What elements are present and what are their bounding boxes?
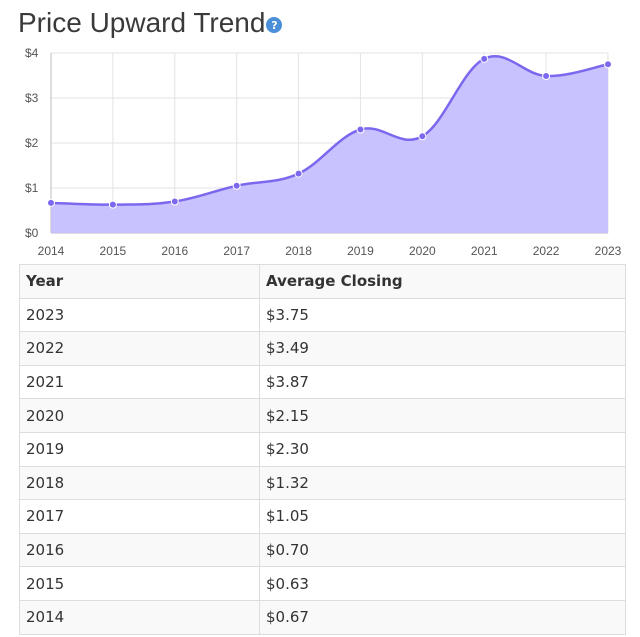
data-point-2020 [418,132,427,141]
data-point-2015 [108,200,117,209]
cell-year: 2015 [19,566,260,601]
price-table: Year Average Closing 2023 $3.75 2022 $3.49… [19,264,626,635]
x-tick-label: 2018 [285,244,312,258]
x-tick-label: 2020 [409,244,436,258]
data-point-2018 [294,169,303,178]
data-point-2021 [480,54,489,63]
y-axis-labels: $0 $1 $2 $3 $4 [25,46,39,240]
cell-year: 2018 [19,465,260,501]
cell-price: $1.05 [259,499,626,534]
page-title: Price Upward Trend [18,7,266,38]
cell-price: $0.63 [259,566,626,601]
data-point-2014 [47,198,55,207]
table-row: 2021 $3.87 [19,364,626,400]
data-points [47,54,612,209]
cell-price: $3.49 [259,331,626,366]
header-year: Year [19,264,260,299]
cell-price: $2.30 [259,431,626,467]
header-average-closing: Average Closing [259,264,626,299]
table-row: 2018 $1.32 [19,465,626,501]
cell-year: 2022 [19,331,260,366]
cell-year: 2017 [19,499,260,534]
table-row: 2017 $1.05 [19,499,626,534]
cell-price: $2.15 [259,398,626,433]
table-row: 2023 $3.75 [19,297,626,333]
y-tick-label: $1 [25,181,39,195]
data-point-2016 [170,197,179,206]
cell-year: 2023 [19,297,260,333]
table-row: 2016 $0.70 [19,532,626,568]
price-area-chart: $0$1$2$3$4 2014 2015 2016 2017 2018 2019 2020 2… [25,46,622,258]
table-row: 2014 $0.67 [19,599,626,635]
data-point-2023 [604,60,612,69]
cell-price: $0.70 [259,532,626,568]
y-tick-label: $0 [25,226,39,240]
cell-year: 2019 [19,431,260,467]
cell-year: 2014 [19,599,260,635]
x-tick-label: 2021 [471,244,498,258]
y-tick-label: $2 [25,136,39,150]
data-point-2019 [356,125,365,134]
cell-year: 2016 [19,532,260,568]
x-tick-label: 2015 [100,244,127,258]
x-tick-label: 2016 [161,244,188,258]
table-row: 2020 $2.15 [19,398,626,433]
series-line [50,55,609,206]
data-point-2022 [542,71,551,80]
cell-price: $0.67 [259,599,626,635]
cell-year: 2020 [19,398,260,433]
data-point-2017 [232,181,241,190]
x-tick-label: 2019 [347,244,374,258]
table-row: 2015 $0.63 [19,566,626,601]
table-row: 2019 $2.30 [19,431,626,467]
area-fill [51,56,608,233]
table-row: 2022 $3.49 [19,331,626,366]
table-header-row: Year Average Closing [19,264,626,299]
y-tick-label: $4 [25,46,39,60]
cell-year: 2021 [19,364,260,400]
x-tick-label: 2017 [223,244,250,258]
x-tick-label: 2023 [595,244,622,258]
title-row: Price Upward Trend ? [18,4,283,42]
x-tick-label: 2022 [533,244,560,258]
x-tick-label: 2014 [38,244,65,258]
cell-price: $1.32 [259,465,626,501]
y-tick-label: $3 [25,91,39,105]
help-icon[interactable]: ? [266,17,283,33]
cell-price: $3.87 [259,364,626,400]
cell-price: $3.75 [259,297,626,333]
x-axis-labels: 2014 2015 2016 2017 2018 2019 2020 2021 2022 2023 [38,244,622,258]
